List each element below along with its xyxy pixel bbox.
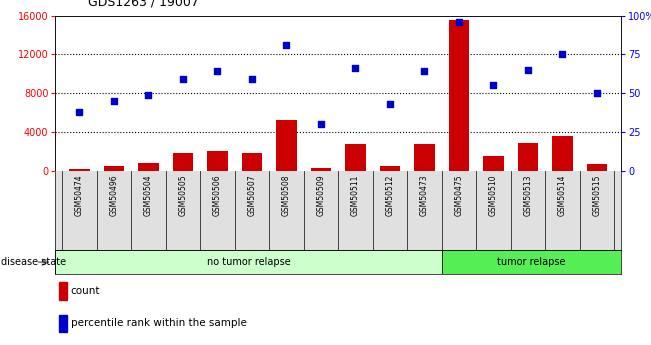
Text: GSM50515: GSM50515 (592, 175, 602, 216)
Bar (207, 151, 228, 171)
Text: GSM50508: GSM50508 (282, 175, 291, 216)
Text: count: count (70, 286, 100, 296)
Bar (59, 315, 67, 332)
Point (592, 90, 602, 96)
Text: GSM50507: GSM50507 (247, 175, 256, 216)
Text: GSM50504: GSM50504 (144, 175, 153, 216)
Text: GSM50474: GSM50474 (75, 175, 84, 216)
Bar (552, 136, 573, 171)
Point (454, 19, 464, 24)
Point (143, 92, 154, 98)
Text: GSM50513: GSM50513 (523, 175, 533, 216)
Bar (345, 144, 366, 171)
Text: GSM50475: GSM50475 (454, 175, 464, 216)
Bar (518, 142, 538, 171)
Point (109, 98, 119, 104)
Text: GSM50510: GSM50510 (489, 175, 498, 216)
Text: tumor relapse: tumor relapse (497, 257, 566, 267)
Text: GSM50496: GSM50496 (109, 175, 118, 216)
Bar (173, 153, 193, 171)
Bar (483, 156, 504, 171)
Text: disease state: disease state (1, 257, 66, 267)
Point (74, 109, 85, 115)
Text: GSM50509: GSM50509 (316, 175, 326, 216)
Point (488, 83, 499, 88)
Text: percentile rank within the sample: percentile rank within the sample (70, 318, 247, 328)
Point (523, 67, 533, 73)
Text: GSM50512: GSM50512 (385, 175, 395, 216)
Bar (104, 166, 124, 171)
Text: GDS1263 / 19007: GDS1263 / 19007 (88, 0, 199, 9)
Text: GSM50511: GSM50511 (351, 175, 360, 216)
Bar (242, 153, 262, 171)
Bar (414, 144, 435, 171)
Point (557, 52, 568, 57)
Bar (449, 20, 469, 171)
Text: GSM50514: GSM50514 (558, 175, 567, 216)
Text: GSM50505: GSM50505 (178, 175, 187, 216)
Bar (380, 166, 400, 171)
Point (316, 121, 326, 127)
Point (212, 69, 223, 74)
Bar (69, 169, 90, 171)
Bar (55, 250, 441, 274)
Point (247, 77, 257, 82)
Text: GSM50506: GSM50506 (213, 175, 222, 216)
Bar (59, 282, 67, 299)
Bar (138, 163, 159, 171)
Point (281, 42, 292, 48)
Bar (587, 164, 607, 171)
Point (419, 69, 430, 74)
Point (350, 66, 361, 71)
Text: GSM50473: GSM50473 (420, 175, 429, 216)
Point (178, 77, 188, 82)
Bar (441, 250, 621, 274)
Point (385, 101, 395, 107)
Bar (311, 168, 331, 171)
Bar (276, 120, 297, 171)
Text: no tumor relapse: no tumor relapse (206, 257, 290, 267)
